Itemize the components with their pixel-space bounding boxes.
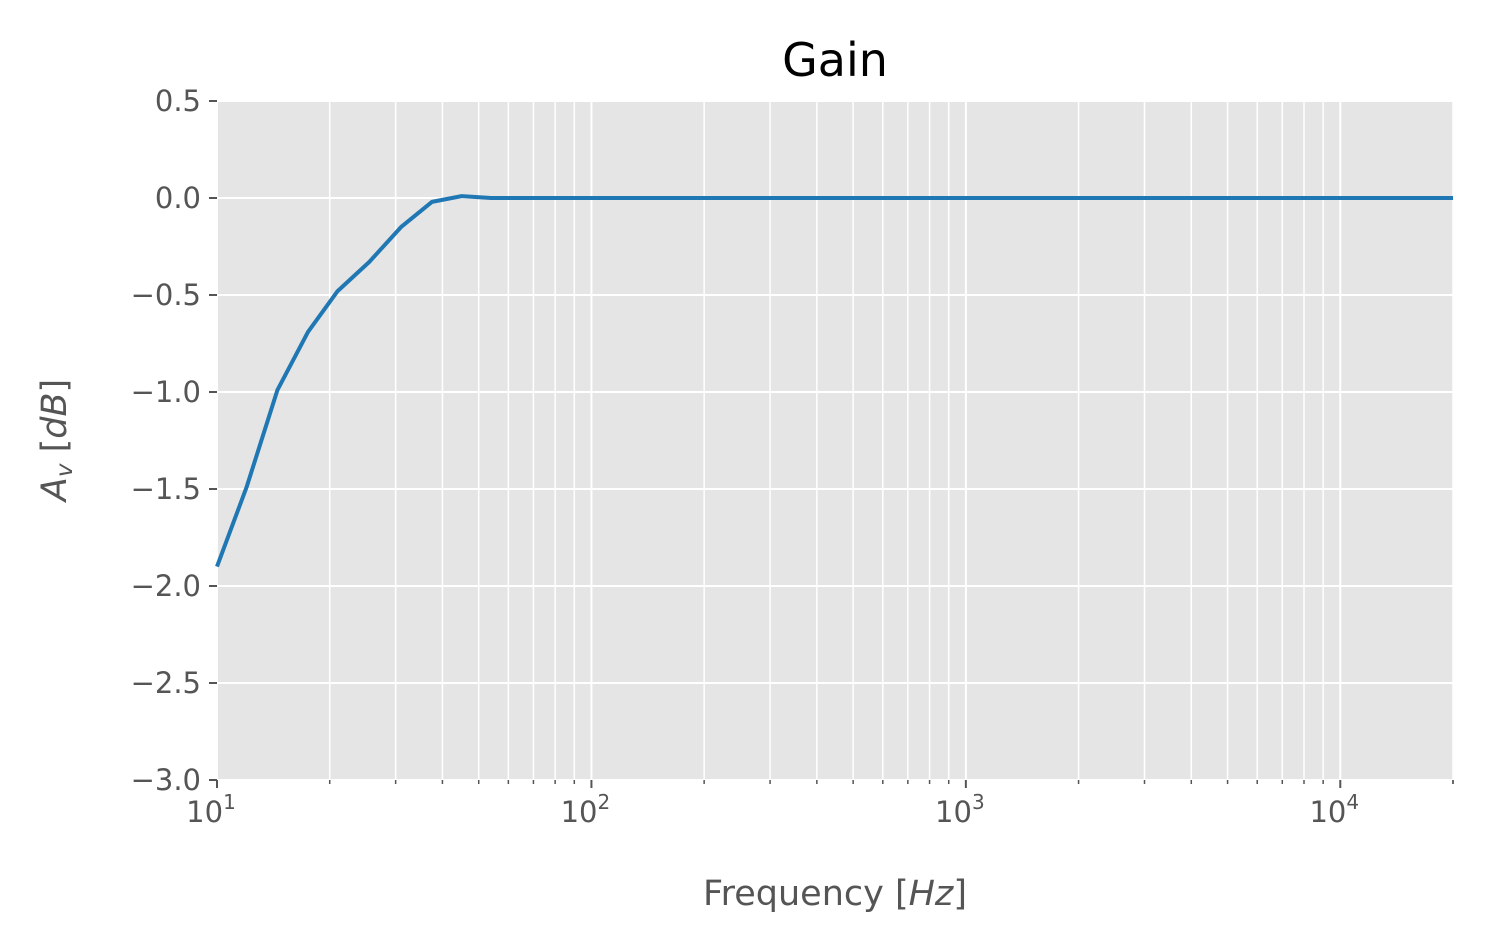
y-tick-label: −3.0 (131, 763, 201, 797)
x-tick-label: 101 (186, 790, 236, 829)
y-tick-label: −2.0 (131, 569, 201, 603)
y-axis-label: Av [dB] (35, 379, 78, 503)
y-tick-label: 0.0 (155, 181, 201, 215)
y-tick-label: 0.5 (155, 84, 201, 118)
y-tick-label: −1.0 (131, 375, 201, 409)
plot-background (217, 101, 1453, 780)
series-line (215, 194, 1453, 568)
x-tick-label: 102 (561, 790, 611, 829)
y-tick-label: −1.5 (131, 472, 201, 506)
x-tick-label: 104 (1309, 790, 1359, 829)
axis-ticks (209, 100, 1454, 788)
series-layer (215, 194, 1453, 568)
x-axis-label: Frequency [Hz] (703, 874, 967, 914)
y-tick-label: −0.5 (131, 278, 201, 312)
y-tick-label: −2.5 (131, 666, 201, 700)
chart-title: Gain (782, 33, 888, 87)
x-tick-label: 103 (935, 790, 985, 829)
